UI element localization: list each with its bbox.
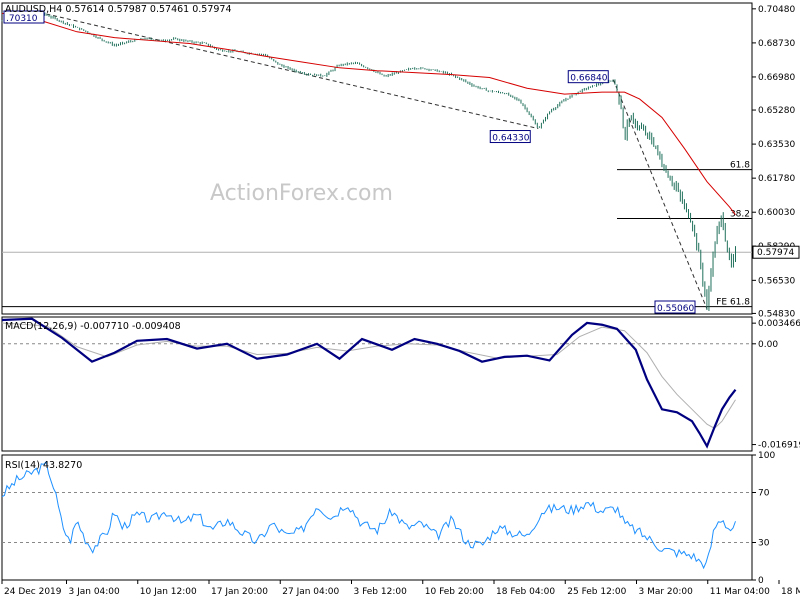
annotation-box	[567, 70, 609, 84]
x-tick-label: 3 Feb 12:00	[354, 587, 408, 597]
rsi-frame	[1, 454, 753, 581]
price-y-tick-label: 0.70480	[758, 5, 795, 15]
macd-y-tick-label: 0.003466	[758, 319, 800, 329]
moving-average-line	[1, 12, 736, 216]
axes: 0.70480 0.68730 0.66980 0.65280 0.63530 0.617…	[1, 5, 800, 597]
macd-line	[1, 317, 737, 449]
rsi-y-tick-label: 70	[758, 489, 770, 499]
x-tick-label: 10 Jan 12:00	[140, 587, 197, 597]
fib-level-label: 38.2	[730, 209, 750, 219]
annotation-label: 0.55060	[657, 304, 694, 314]
fib-level-label: 61.8	[730, 161, 750, 171]
fib-level-label: FE 61.8	[716, 298, 750, 308]
x-tick-label: 25 Feb 12:00	[567, 587, 626, 597]
x-tick-label: 17 Jan 20:00	[211, 587, 268, 597]
price-y-tick-label: 0.66980	[758, 73, 795, 83]
price-annotation: 0.66840	[567, 70, 609, 84]
rsi-y-tick-label: 100	[758, 451, 775, 461]
annotation-label: .70310	[6, 14, 38, 24]
price-y-tick-label: 0.61780	[758, 174, 795, 184]
x-tick-label: 27 Jan 04:00	[282, 587, 339, 597]
trend-line	[39, 11, 539, 130]
x-tick-label: 3 Jan 04:00	[69, 587, 121, 597]
x-tick-label: 10 Feb 20:00	[425, 587, 484, 597]
annotation-box	[3, 10, 45, 24]
macd-frame	[1, 316, 753, 452]
x-tick-label: 11 Mar 04:00	[710, 587, 770, 597]
x-tick-label: 3 Mar 20:00	[639, 587, 694, 597]
price-title: AUDUSD,H4 0.57614 0.57987 0.57461 0.5797…	[5, 4, 232, 15]
rsi-panel	[1, 460, 752, 570]
price-annotation: .70310	[3, 10, 45, 24]
annotation-box	[654, 300, 696, 314]
price-panel: 61.8 38.2 FE 61.8 .70310 0.66840 0.64330 0.550…	[1, 10, 752, 314]
price-y-tick-label: 0.65280	[758, 106, 795, 116]
x-tick-label: 18 Mar 12:00	[781, 587, 800, 597]
annotation-label: 0.64330	[492, 134, 529, 144]
rsi-line	[1, 460, 736, 570]
price-y-tick-label: 0.60030	[758, 208, 795, 218]
current-price-label: 0.57974	[757, 248, 794, 258]
price-frame	[1, 2, 753, 315]
macd-y-tick-label: -0.016919	[758, 441, 800, 451]
current-price-tag	[752, 245, 800, 259]
price-y-tick-label: 0.54830	[758, 309, 795, 319]
rsi-y-tick-label: 30	[758, 539, 770, 549]
annotation-box	[489, 130, 531, 144]
trend-line	[612, 79, 708, 310]
rsi-title: RSI(14) 43.8270	[5, 460, 82, 471]
x-tick-label: 18 Feb 04:00	[496, 587, 555, 597]
macd-panel	[1, 317, 752, 449]
rsi-y-tick-label: 0	[758, 576, 764, 586]
price-annotation: 0.55060	[654, 300, 696, 314]
watermark-text: ActionForex.com	[210, 181, 393, 206]
price-annotation: 0.64330	[489, 130, 531, 144]
macd-signal-line	[1, 322, 736, 429]
macd-y-tick-label: 0.00	[758, 340, 778, 350]
x-tick-label: 24 Dec 2019	[4, 587, 62, 597]
price-y-tick-label: 0.68730	[758, 39, 795, 49]
price-y-tick-label: 0.63530	[758, 140, 795, 150]
price-y-tick-label: 0.56530	[758, 276, 795, 286]
macd-title: MACD(12,26,9) -0.007710 -0.009408	[5, 321, 181, 332]
annotation-label: 0.66840	[570, 74, 607, 84]
